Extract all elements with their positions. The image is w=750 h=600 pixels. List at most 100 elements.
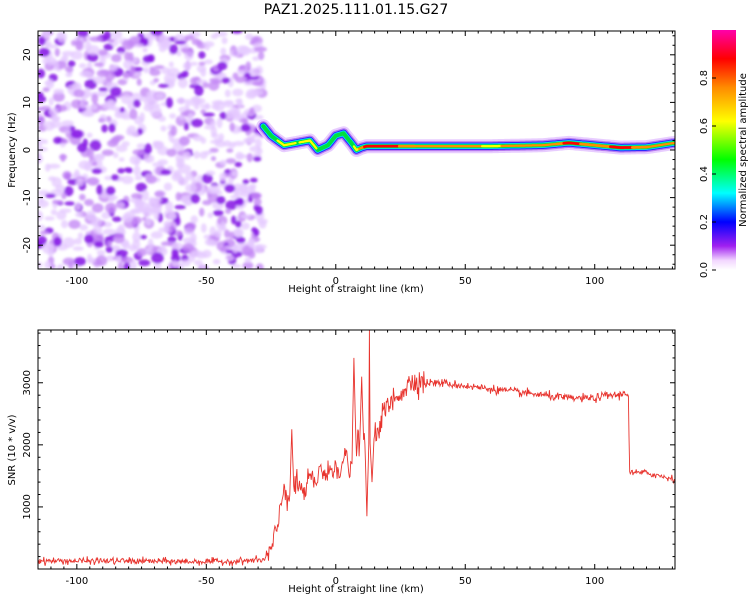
noise-speckle [75, 211, 83, 218]
noise-speckle [91, 93, 99, 104]
noise-speckle [150, 31, 163, 36]
noise-speckle [77, 232, 84, 240]
spectrogram-plot [38, 31, 675, 269]
noise-speckle [139, 234, 147, 240]
noise-speckle [132, 239, 141, 250]
noise-speckle [38, 210, 44, 222]
noise-speckle [129, 108, 138, 120]
noise-speckle [71, 40, 77, 46]
noise-speckle [247, 75, 260, 80]
noise-speckle [92, 217, 103, 227]
noise-speckle [193, 150, 200, 159]
noise-speckle [149, 69, 161, 76]
noise-speckle [110, 174, 119, 181]
noise-speckle [105, 186, 116, 196]
noise-speckle [62, 237, 75, 248]
noise-speckle [133, 165, 141, 177]
y-tick-label: -20 [22, 237, 33, 253]
noise-speckle [133, 99, 141, 108]
noise-speckle [211, 132, 219, 139]
noise-speckle [93, 76, 106, 85]
noise-speckle [111, 136, 122, 143]
noise-speckle [145, 217, 152, 226]
noise-speckle [207, 184, 221, 195]
noise-speckle [38, 115, 46, 125]
y-tick-label: 2000 [22, 432, 33, 457]
noise-speckle [211, 104, 221, 110]
x-tick-label: 0 [333, 276, 339, 287]
x-tick-label: 0 [333, 576, 339, 587]
colorbar-tick-label: 0.2 [699, 214, 710, 230]
noise-speckle [80, 98, 87, 109]
noise-speckle [176, 97, 186, 104]
noise-speckle [204, 59, 213, 65]
noise-speckle [73, 238, 82, 245]
noise-speckle [165, 201, 174, 212]
noise-speckle [172, 260, 178, 269]
x-tick-label: 100 [585, 276, 604, 287]
noise-speckle [107, 99, 116, 109]
noise-speckle [45, 193, 56, 198]
noise-speckle [185, 172, 194, 181]
noise-speckle [170, 125, 177, 137]
noise-speckle [94, 241, 104, 248]
noise-speckle [155, 141, 165, 149]
noise-speckle [117, 168, 125, 174]
noise-speckle [166, 148, 177, 157]
noise-speckle [214, 141, 226, 148]
noise-speckle [142, 55, 154, 63]
noise-speckle [228, 231, 235, 239]
noise-speckle [219, 111, 227, 120]
noise-speckle [257, 51, 265, 61]
snr-x-axis-label: Height of straight line (km) [288, 584, 424, 595]
noise-speckle [203, 234, 211, 239]
noise-speckle [255, 263, 264, 269]
noise-speckle [105, 255, 116, 262]
noise-speckle [93, 62, 104, 67]
snr-frame [37, 329, 676, 570]
noise-speckle [91, 168, 103, 174]
noise-speckle [108, 123, 116, 133]
noise-speckle [249, 185, 256, 194]
noise-speckle [240, 123, 251, 132]
noise-speckle [249, 67, 259, 77]
noise-speckle [225, 208, 232, 214]
noise-speckle [140, 96, 148, 102]
noise-speckle [158, 227, 170, 233]
noise-speckle [119, 107, 125, 113]
noise-speckle [38, 152, 42, 163]
noise-speckle [216, 118, 223, 129]
noise-speckle [113, 233, 125, 244]
noise-speckle [189, 61, 199, 66]
noise-speckle [43, 31, 50, 39]
noise-speckle [235, 204, 245, 210]
noise-speckle [86, 52, 99, 62]
noise-speckle [134, 175, 143, 181]
noise-speckle [38, 36, 46, 46]
noise-speckle [70, 129, 84, 139]
noise-speckle [112, 216, 122, 222]
noise-speckle [220, 221, 226, 231]
noise-speckle [244, 257, 252, 264]
noise-speckle [64, 124, 71, 134]
noise-speckle [160, 169, 172, 176]
noise-speckle [199, 207, 205, 217]
noise-speckle [61, 120, 74, 127]
noise-speckle [86, 253, 93, 264]
spectral-ridge [256, 119, 675, 157]
x-tick-label: 100 [585, 576, 604, 587]
noise-speckle [67, 60, 76, 67]
snr-axes: -100 -50 0 50 100 1000 2000 3000 [22, 330, 675, 587]
colorbar-gradient [712, 30, 736, 270]
noise-speckle [190, 215, 198, 224]
noise-speckle [98, 87, 109, 92]
spectrogram-x-axis-label: Height of straight line (km) [288, 284, 424, 295]
noise-speckle [165, 97, 173, 109]
noise-speckle [250, 89, 264, 96]
noise-speckle [231, 113, 243, 121]
noise-speckle [252, 56, 260, 61]
noise-speckle [179, 136, 190, 146]
noise-speckle [131, 92, 143, 103]
noise-speckle [221, 77, 231, 84]
